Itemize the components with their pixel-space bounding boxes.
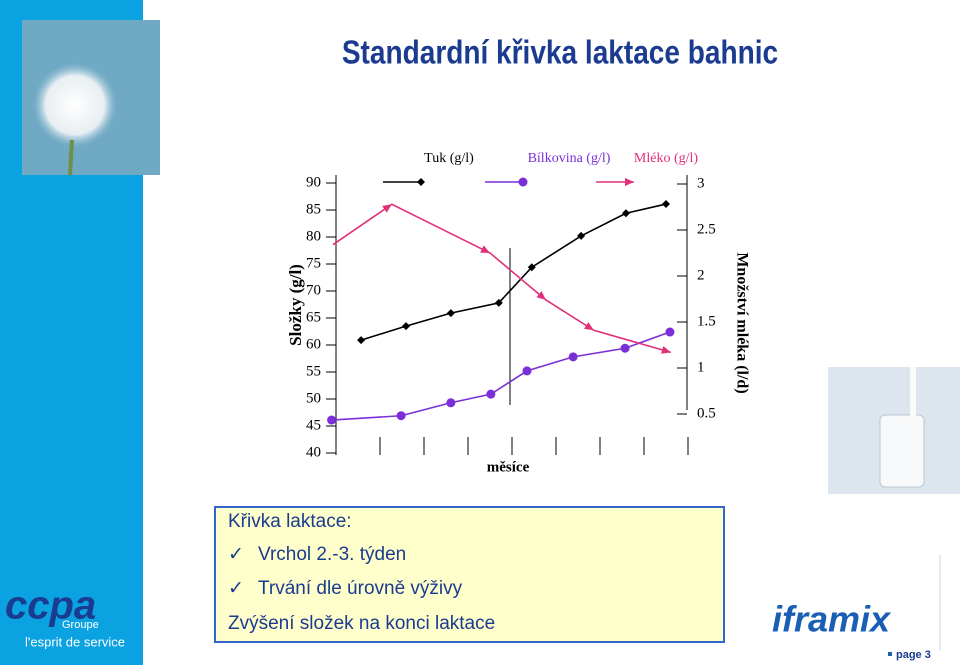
x-axis-label: měsíce [487, 459, 530, 475]
y-tick-label: 65 [306, 309, 321, 325]
y-tick-label: 55 [306, 363, 321, 379]
logo-left-tagline: l'esprit de service [25, 634, 125, 649]
point-marker [620, 343, 630, 353]
y-tick-label: 50 [306, 390, 321, 406]
y-tick-label: 70 [306, 282, 321, 298]
y2-tick-label: 0.5 [697, 405, 716, 421]
y-tick-label: 80 [306, 228, 321, 244]
logo-right: iframix [772, 599, 892, 640]
point-marker [568, 352, 578, 362]
note-box [214, 506, 725, 643]
legend-label: Tuk (g/l) [424, 151, 474, 166]
note-heading: Křivka laktace: [228, 511, 352, 532]
y-tick-label: 60 [306, 336, 321, 352]
slide-title: Standardní křivka laktace bahnic [342, 35, 778, 72]
point-marker [446, 398, 456, 408]
point-marker [396, 411, 406, 421]
y-tick-label: 75 [306, 255, 321, 271]
page-bullet [888, 652, 892, 656]
point-marker [625, 178, 634, 186]
y2-tick-label: 1.5 [697, 313, 716, 329]
check-icon: ✓ [228, 578, 244, 599]
y2-tick-label: 2.5 [697, 221, 716, 237]
point-marker [662, 200, 670, 209]
y-axis-label: Složky (g/l) [286, 264, 305, 346]
series-line [332, 203, 672, 354]
point-marker [401, 322, 410, 331]
point-marker [577, 231, 586, 240]
dandelion-head [33, 63, 117, 147]
milk-pour [910, 367, 916, 422]
series-line [360, 203, 667, 341]
y-tick-label: 90 [306, 174, 321, 190]
point-marker [494, 298, 503, 307]
y-tick-label: 45 [306, 417, 321, 433]
point-marker [661, 346, 671, 354]
milk-glass [879, 414, 925, 488]
point-marker [327, 415, 337, 425]
y-tick-label: 85 [306, 201, 321, 217]
legend-label: Bílkovina (g/l) [528, 151, 611, 166]
y-tick-label: 40 [306, 444, 321, 460]
point-marker [584, 322, 594, 331]
point-marker [518, 177, 528, 187]
y2-tick-label: 1 [697, 359, 705, 375]
logo-left: ccpa [5, 584, 96, 628]
note-bullet: Trvání dle úrovně výživy [258, 578, 463, 599]
point-marker [665, 327, 675, 337]
point-marker [527, 263, 536, 272]
note-footer: Zvýšení složek na konci laktace [228, 613, 495, 634]
point-marker [357, 336, 366, 345]
logo-left-sub: Groupe [62, 619, 99, 631]
y2-axis-label: Množství mléka (l/d) [733, 252, 750, 393]
point-marker [621, 209, 630, 218]
note-bullet: Vrchol 2.-3. týden [258, 544, 406, 565]
point-marker [522, 366, 532, 376]
legend-label: Mléko (g/l) [634, 151, 698, 166]
page-number: page 3 [896, 649, 931, 661]
point-marker [446, 309, 455, 318]
series-line [331, 331, 671, 421]
point-marker [480, 245, 490, 253]
check-icon: ✓ [228, 544, 244, 565]
chart: Složky (g/l) Množství mléka (l/d) měsíce… [286, 151, 750, 475]
point-marker [486, 389, 496, 399]
point-marker [417, 178, 425, 186]
y2-tick-label: 2 [697, 267, 705, 283]
point-marker [382, 204, 392, 213]
dandelion-stem [68, 139, 74, 176]
point-marker [536, 291, 546, 300]
y2-tick-label: 3 [697, 175, 705, 191]
